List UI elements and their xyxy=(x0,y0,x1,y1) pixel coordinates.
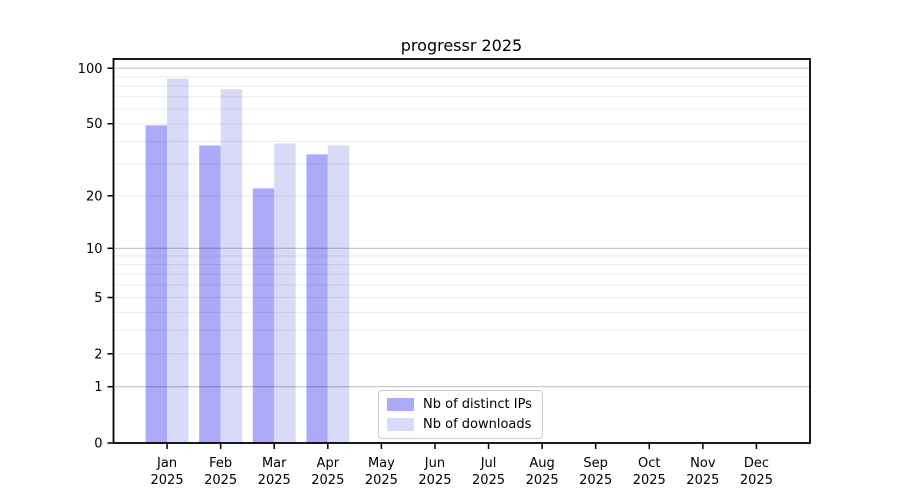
y-tick-label: 50 xyxy=(86,117,103,132)
x-tick-label-year: 2025 xyxy=(740,473,773,488)
legend-item-distinct-ips: Nb of distinct IPs xyxy=(387,396,532,413)
x-tick-label-month: Apr xyxy=(317,456,340,471)
x-tick-label-year: 2025 xyxy=(151,473,184,488)
x-tick-label-month: Dec xyxy=(744,456,769,471)
x-tick-label-month: Jun xyxy=(424,456,445,471)
y-tick-label: 5 xyxy=(94,291,102,306)
y-tick-label: 1 xyxy=(94,380,102,395)
x-tick-label-month: Jan xyxy=(156,456,177,471)
x-tick-label-month: Aug xyxy=(529,456,554,471)
plot-border xyxy=(112,58,811,444)
downloads-swatch-icon xyxy=(387,418,414,431)
bar-downloads-apr xyxy=(327,145,350,443)
y-tick-label: 0 xyxy=(94,437,102,452)
x-tick-label-month: Oct xyxy=(638,456,660,471)
x-tick-label-year: 2025 xyxy=(633,473,666,488)
chart-title: progressr 2025 xyxy=(400,36,523,55)
x-tick-label-year: 2025 xyxy=(579,473,612,488)
x-tick-label-year: 2025 xyxy=(418,473,451,488)
x-tick-label-year: 2025 xyxy=(526,473,559,488)
x-tick-label-year: 2025 xyxy=(258,473,291,488)
legend-label-distinct-ips: Nb of distinct IPs xyxy=(423,397,532,412)
legend-item-downloads: Nb of downloads xyxy=(387,416,532,433)
x-tick-label-month: May xyxy=(368,456,395,471)
x-tick-label-month: Jul xyxy=(480,456,497,471)
x-tick-label-year: 2025 xyxy=(472,473,505,488)
x-tick-label-month: Mar xyxy=(262,456,287,471)
x-tick-label-year: 2025 xyxy=(365,473,398,488)
bar-distinct-ips-mar xyxy=(252,188,275,443)
x-tick-label-year: 2025 xyxy=(311,473,344,488)
y-tick-label: 20 xyxy=(86,189,103,204)
x-tick-label-month: Nov xyxy=(690,456,716,471)
bar-distinct-ips-apr xyxy=(306,154,328,444)
x-tick-label-month: Sep xyxy=(583,456,608,471)
bar-distinct-ips-jan xyxy=(145,125,168,443)
x-tick-label-year: 2025 xyxy=(204,473,237,488)
bar-downloads-feb xyxy=(220,89,243,444)
legend: Nb of distinct IPs Nb of downloads xyxy=(378,390,543,439)
y-tick-label: 2 xyxy=(94,347,102,362)
bar-downloads-mar xyxy=(274,143,296,443)
bar-distinct-ips-feb xyxy=(199,145,221,443)
x-tick-label-month: Feb xyxy=(209,456,232,471)
y-tick-label: 100 xyxy=(78,62,103,77)
x-tick-label-year: 2025 xyxy=(686,473,719,488)
distinct-ips-swatch-icon xyxy=(387,398,414,411)
legend-label-downloads: Nb of downloads xyxy=(423,417,532,432)
y-tick-label: 10 xyxy=(86,242,103,257)
bar-downloads-jan xyxy=(167,78,189,443)
